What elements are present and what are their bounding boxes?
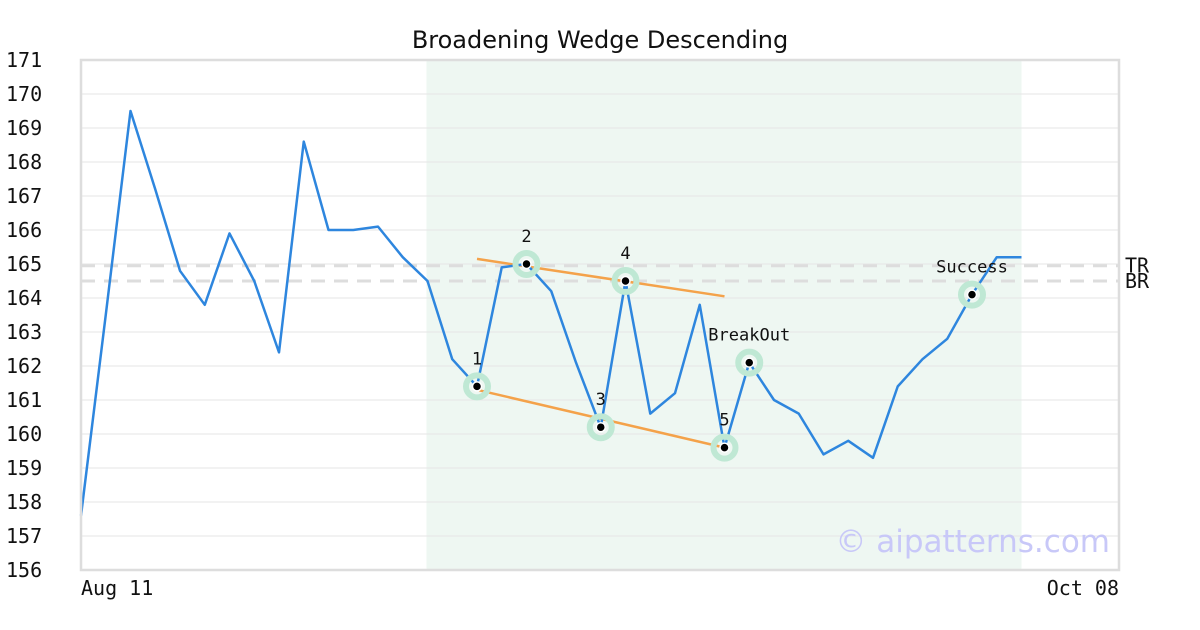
point-label: 5	[719, 411, 729, 431]
y-tick-label: 168	[6, 150, 42, 174]
y-tick-label: 156	[6, 558, 42, 582]
y-tick-label: 161	[6, 388, 42, 412]
x-tick-label: Oct 08	[1047, 576, 1119, 600]
point-halo	[463, 372, 491, 401]
x-tick-label: Aug 11	[81, 576, 153, 600]
price-series-line	[79, 109, 1022, 516]
grid-layer	[81, 59, 1119, 571]
reference-line-label: TR	[1125, 254, 1150, 278]
y-tick-label: 163	[6, 320, 42, 344]
point-halo	[710, 433, 739, 462]
point-label: Success	[936, 258, 1008, 278]
watermark: © aipatterns.com	[835, 524, 1110, 560]
point-marker	[744, 357, 755, 368]
point-halo	[586, 413, 615, 442]
point-label: 4	[620, 244, 630, 264]
highlight-layer	[426, 60, 1022, 570]
y-axis: 156 157 158 159 160 161 162 163 164 165 166 167 168 1…	[6, 48, 42, 582]
point-marker	[719, 442, 730, 453]
y-tick-label: 170	[6, 82, 42, 106]
point-halo	[958, 280, 986, 309]
point-marker	[620, 275, 631, 287]
y-tick-label: 165	[6, 252, 42, 276]
point-label: 2	[521, 227, 531, 247]
y-tick-label: 164	[6, 286, 42, 310]
x-axis: Aug 11 Oct 08	[81, 576, 1119, 600]
y-tick-label: 157	[6, 524, 42, 548]
chart-title: Broadening Wedge Descending	[412, 26, 788, 54]
points-layer: 1 2 3 4 5 BreakOut Success	[463, 227, 1008, 462]
point-label: 1	[472, 349, 482, 369]
point-marker	[966, 289, 978, 300]
point-label: 3	[596, 390, 606, 410]
y-tick-label: 169	[6, 116, 42, 140]
y-tick-label: 171	[6, 48, 42, 72]
point-marker	[595, 421, 606, 433]
series-layer	[79, 109, 1022, 516]
plot-frame	[79, 58, 1121, 572]
y-tick-label: 160	[6, 422, 42, 446]
point-marker	[521, 258, 532, 270]
point-halo	[512, 250, 541, 278]
highlight-band	[426, 60, 1022, 570]
point-label: BreakOut	[708, 326, 790, 346]
y-tick-label: 159	[6, 456, 42, 480]
y-tick-label: 167	[6, 184, 42, 208]
y-tick-label: 166	[6, 218, 42, 242]
point-halo	[611, 267, 640, 295]
point-halo	[735, 348, 764, 377]
y-tick-label: 162	[6, 354, 42, 378]
reference-line-label: BR	[1125, 269, 1150, 293]
y-tick-label: 158	[6, 490, 42, 514]
point-marker	[471, 381, 483, 392]
